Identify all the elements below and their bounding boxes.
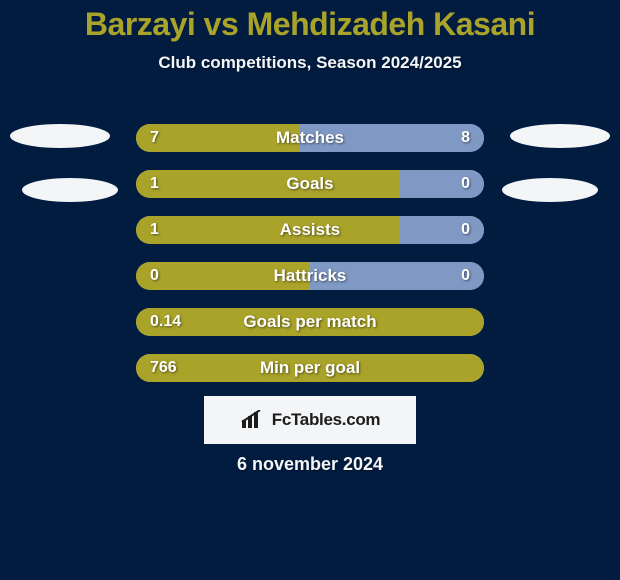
player-right-token-2	[502, 178, 598, 202]
stat-bar-right	[400, 170, 484, 198]
stat-bar-left	[136, 308, 484, 336]
page-title: Barzayi vs Mehdizadeh Kasani	[0, 0, 620, 43]
stat-bar-left	[136, 170, 400, 198]
subtitle: Club competitions, Season 2024/2025	[0, 53, 620, 73]
brand-text: FcTables.com	[272, 410, 381, 430]
stat-bar: Goals per match0.14	[136, 308, 484, 336]
brand-badge: FcTables.com	[204, 396, 416, 444]
stat-bar-left	[136, 354, 484, 382]
stat-bar-left	[136, 262, 310, 290]
player-right-token-1	[510, 124, 610, 148]
stat-bars: Matches78 Goals10 Assists10 Hattricks00 Goal…	[136, 124, 484, 400]
player-left-token-2	[22, 178, 118, 202]
stat-bar-right	[400, 216, 484, 244]
stat-bar: Min per goal766	[136, 354, 484, 382]
comparison-infographic: Barzayi vs Mehdizadeh Kasani Club compet…	[0, 0, 620, 580]
footer-date: 6 november 2024	[0, 454, 620, 475]
brand-logo-icon	[240, 410, 266, 430]
stat-bar-left	[136, 124, 300, 152]
stat-bar-right	[310, 262, 484, 290]
stat-bar: Assists10	[136, 216, 484, 244]
stat-bar: Goals10	[136, 170, 484, 198]
player-left-token-1	[10, 124, 110, 148]
stat-bar: Hattricks00	[136, 262, 484, 290]
stat-bar-left	[136, 216, 400, 244]
stat-bar-right	[300, 124, 484, 152]
stat-bar: Matches78	[136, 124, 484, 152]
